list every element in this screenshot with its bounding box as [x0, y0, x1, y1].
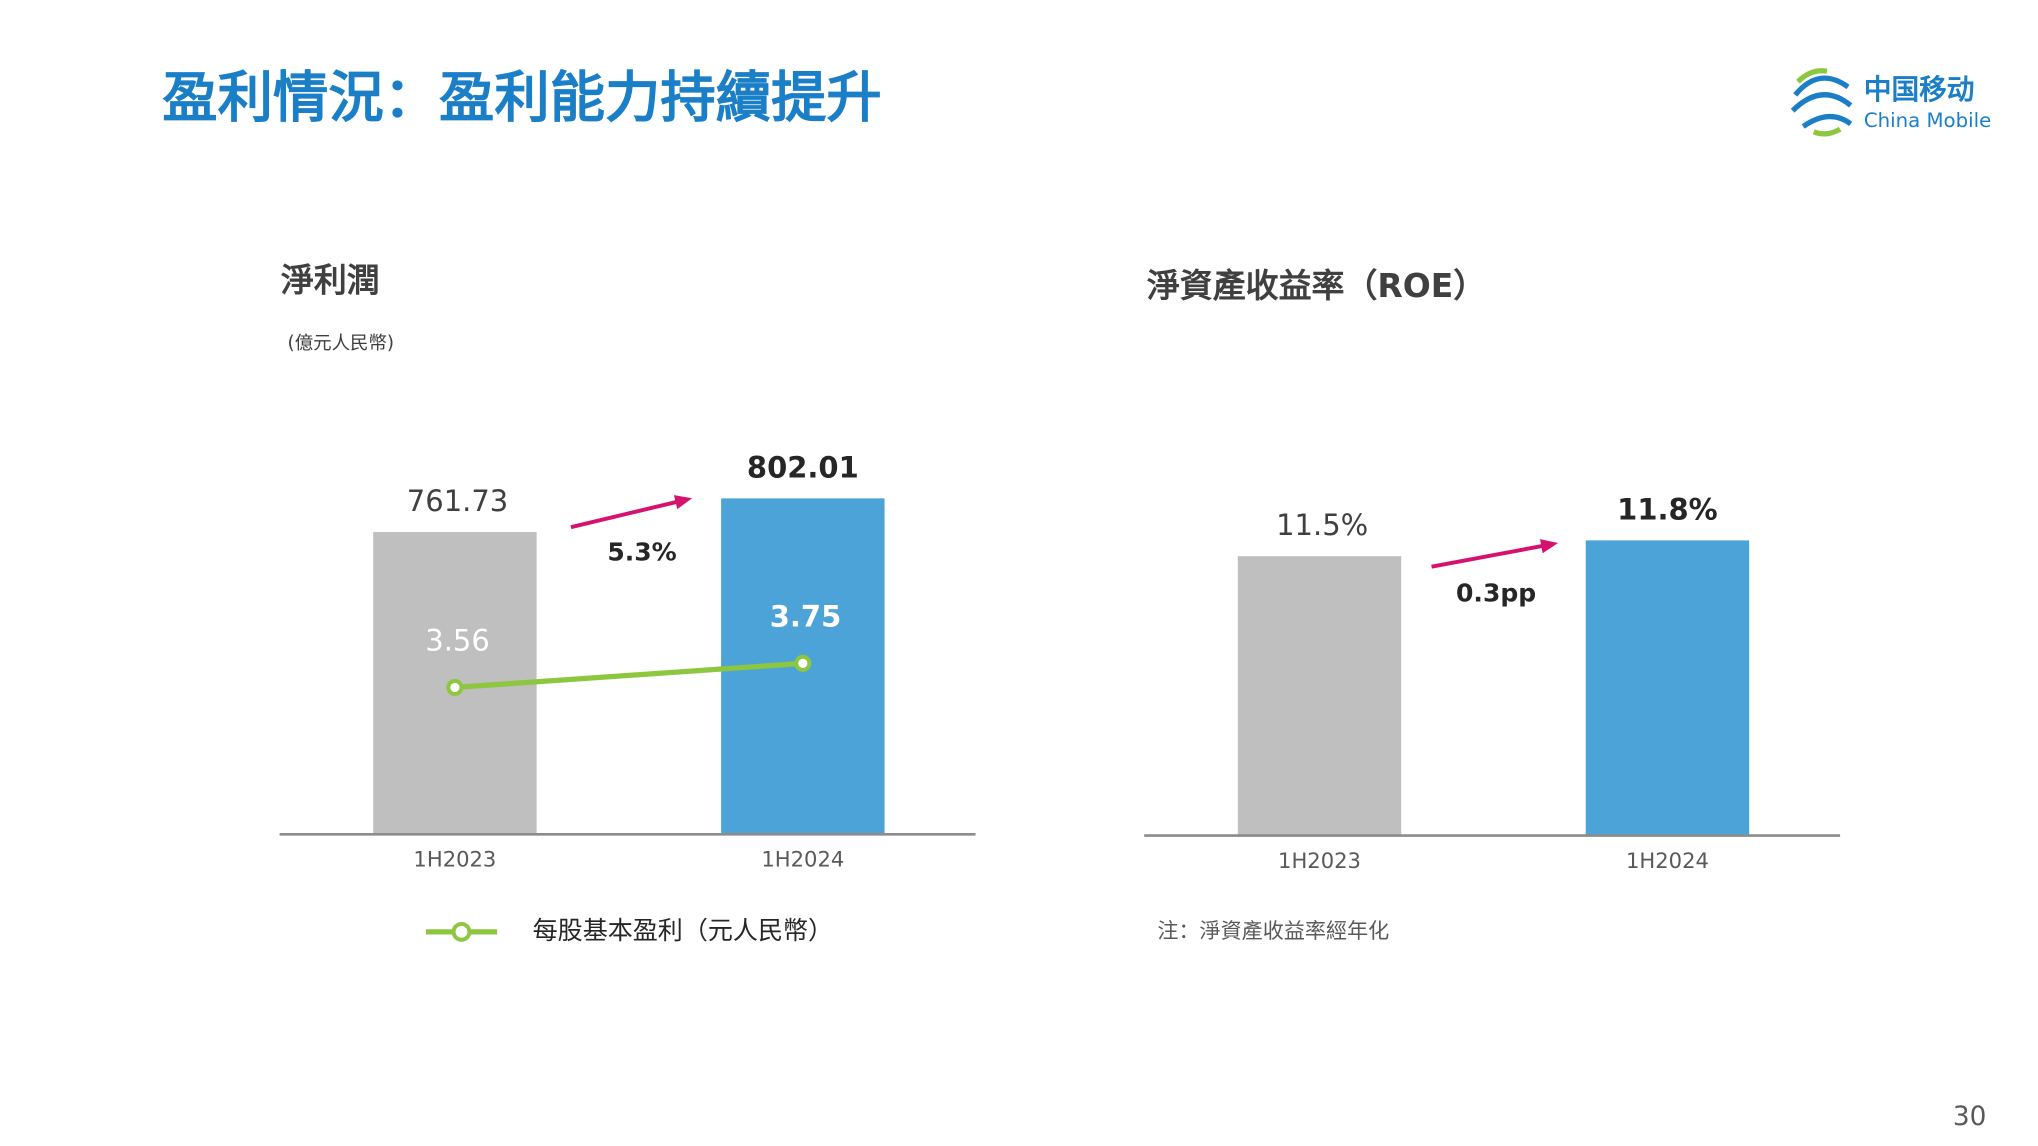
legend-label: 每股基本盈利（元人民幣）: [533, 916, 833, 945]
growth-arrow: [570, 499, 680, 530]
logo-name: 中国移动: [1864, 73, 1975, 106]
chart-title: 淨資產收益率（ROE）: [1147, 266, 1486, 305]
data-label: 11.5%: [1276, 508, 1368, 542]
line-label: 3.75: [770, 600, 842, 634]
data-label: 761.73: [407, 484, 508, 518]
chart-subtitle: (億元人民幣): [288, 333, 395, 354]
growth-label: 0.3pp: [1456, 578, 1536, 607]
chart-note: 注：淨資產收益率經年化: [1157, 918, 1389, 943]
data-label: 11.8%: [1617, 492, 1718, 526]
growth-arrow: [1431, 543, 1546, 569]
x-tick-label: 1H2024: [1626, 848, 1709, 873]
line-marker: [446, 678, 464, 696]
slide-title: 盈利情況：盈利能力持續提升: [162, 67, 881, 131]
x-tick-label: 1H2023: [413, 847, 496, 872]
chart-title: 淨利潤: [281, 261, 380, 300]
legend-marker: [451, 921, 472, 942]
x-tick-label: 1H2023: [1278, 848, 1361, 873]
logo: 中国移动 China Mobile: [1790, 68, 1991, 137]
bar: [1585, 540, 1750, 836]
bar: [1237, 556, 1402, 836]
growth-arrowhead: [673, 495, 693, 510]
growth-label: 5.3%: [607, 538, 676, 567]
logo-name-en: China Mobile: [1864, 109, 1991, 132]
x-tick-label: 1H2024: [761, 847, 844, 872]
line-label: 3.56: [425, 624, 490, 658]
logo-icon: [1790, 68, 1853, 137]
data-label: 802.01: [747, 450, 859, 484]
line: [454, 660, 804, 691]
growth-arrowhead: [1540, 539, 1559, 554]
line-marker: [794, 654, 812, 672]
page-number: 30: [1953, 1102, 1987, 1132]
